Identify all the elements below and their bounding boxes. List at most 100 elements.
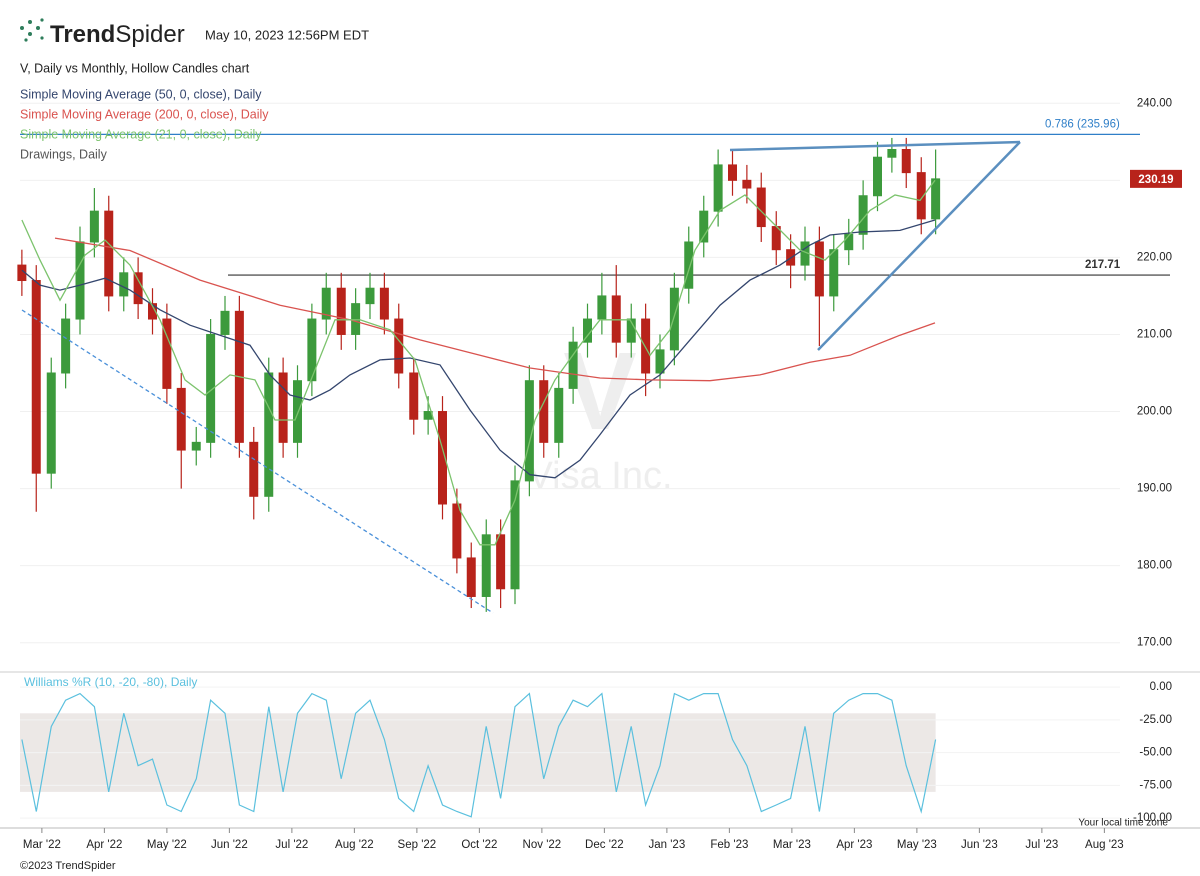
candle-body	[554, 387, 564, 443]
x-tick-label: Aug '22	[335, 839, 374, 851]
candle-body	[46, 372, 56, 474]
candle-body	[814, 241, 824, 297]
candle-body	[655, 349, 665, 374]
y-tick-label: 190.00	[1137, 483, 1172, 495]
trend-line	[817, 141, 1021, 351]
y-tick-label: 180.00	[1137, 560, 1172, 572]
candle-body	[452, 503, 462, 559]
candle-body	[496, 534, 506, 590]
candle-body	[887, 149, 897, 158]
candle-body	[901, 149, 911, 174]
candle-body	[713, 164, 723, 212]
candle-body	[365, 287, 375, 305]
x-tick-label: Mar '22	[23, 839, 61, 851]
candle-body	[611, 295, 621, 343]
candle-body	[75, 241, 85, 320]
x-tick-label: Dec '22	[585, 839, 624, 851]
y-tick-label: 200.00	[1137, 406, 1172, 418]
x-tick-label: Jul '23	[1025, 839, 1058, 851]
x-tick-label: Apr '22	[86, 839, 122, 851]
candle-body	[873, 156, 882, 197]
candle-body	[119, 272, 129, 297]
y-tick-label: 170.00	[1137, 637, 1172, 649]
candle-body	[61, 318, 71, 374]
x-tick-label: Mar '23	[773, 839, 811, 851]
candle-body	[321, 287, 331, 320]
logo-icon	[20, 18, 44, 42]
candle-body	[728, 164, 737, 181]
moving-average-line	[21, 179, 936, 546]
plot-layer	[17, 133, 1170, 818]
candle-body	[481, 534, 491, 597]
candle-body	[858, 195, 868, 235]
candle-body	[597, 295, 607, 320]
brand-spider: Spider	[115, 21, 184, 48]
candle-body	[307, 318, 317, 382]
copyright: ©2023 TrendSpider	[20, 860, 116, 872]
trend-line	[21, 309, 494, 614]
x-tick-label: Jan '23	[649, 839, 686, 851]
y-tick-label: -100.00	[1133, 812, 1172, 824]
trend-line	[729, 140, 1021, 152]
y-tick-label: 0.00	[1150, 681, 1172, 693]
candle-body	[206, 333, 216, 443]
brand: TrendSpider	[50, 21, 185, 48]
legend-entry: Simple Moving Average (21, 0, close), Da…	[20, 127, 262, 141]
y-tick-label: -75.00	[1139, 779, 1172, 791]
candle-body	[336, 287, 346, 335]
candle-body	[756, 187, 766, 228]
x-tick-label: Oct '22	[461, 839, 497, 851]
candle-body	[684, 241, 694, 289]
x-tick-label: Aug '23	[1085, 839, 1124, 851]
candle-body	[31, 280, 41, 474]
candle-body	[249, 441, 259, 497]
candle-body	[176, 387, 186, 451]
candle-body	[568, 341, 578, 389]
y-tick-label: 240.00	[1137, 97, 1172, 109]
candle-body	[89, 210, 99, 243]
candle-body	[626, 318, 636, 343]
x-tick-label: May '22	[147, 839, 187, 851]
candle-body	[220, 310, 230, 335]
candle-body	[191, 441, 201, 451]
x-tick-label: Jun '22	[211, 839, 248, 851]
candle-body	[524, 380, 534, 482]
x-tick-label: Jul '22	[275, 839, 308, 851]
candle-body	[510, 480, 520, 590]
candle-body	[409, 372, 419, 420]
candle-body	[264, 372, 274, 497]
candle-body	[104, 210, 114, 297]
moving-average-line	[21, 219, 936, 479]
x-tick-label: May '23	[897, 839, 937, 851]
legend-entry: Simple Moving Average (50, 0, close), Da…	[20, 87, 262, 101]
level-label: 217.71	[1085, 259, 1121, 271]
candle-body	[278, 372, 288, 443]
chart-title: V, Daily vs Monthly, Hollow Candles char…	[20, 61, 250, 75]
x-tick-label: Jun '23	[961, 839, 998, 851]
timezone-note: Your local time zone	[1078, 818, 1168, 829]
timestamp: May 10, 2023 12:56PM EDT	[205, 27, 369, 42]
candle-body	[844, 233, 854, 251]
candle-body	[466, 557, 476, 597]
legend-entry: Simple Moving Average (200, 0, close), D…	[20, 107, 269, 121]
indicator-line	[21, 692, 937, 818]
drawings-label: Drawings, Daily	[20, 147, 108, 161]
indicator-title: Williams %R (10, -20, -80), Daily	[24, 675, 197, 689]
candle-body	[379, 287, 389, 320]
x-tick-label: Apr '23	[836, 839, 872, 851]
y-tick-label: -25.00	[1139, 714, 1172, 726]
candle-body	[293, 380, 302, 443]
y-tick-label: 210.00	[1137, 328, 1172, 340]
y-tick-label: 220.00	[1137, 251, 1172, 263]
x-tick-label: Nov '22	[523, 839, 562, 851]
moving-average-line	[54, 237, 936, 382]
candle-body	[699, 210, 709, 243]
watermark-name: Visa Inc.	[527, 455, 672, 497]
y-tick-label: -50.00	[1139, 747, 1172, 759]
candle-body	[351, 303, 361, 335]
candle-body	[669, 287, 679, 351]
candle-body	[162, 318, 172, 389]
background-layer	[0, 102, 1200, 833]
candle-body	[931, 178, 941, 220]
